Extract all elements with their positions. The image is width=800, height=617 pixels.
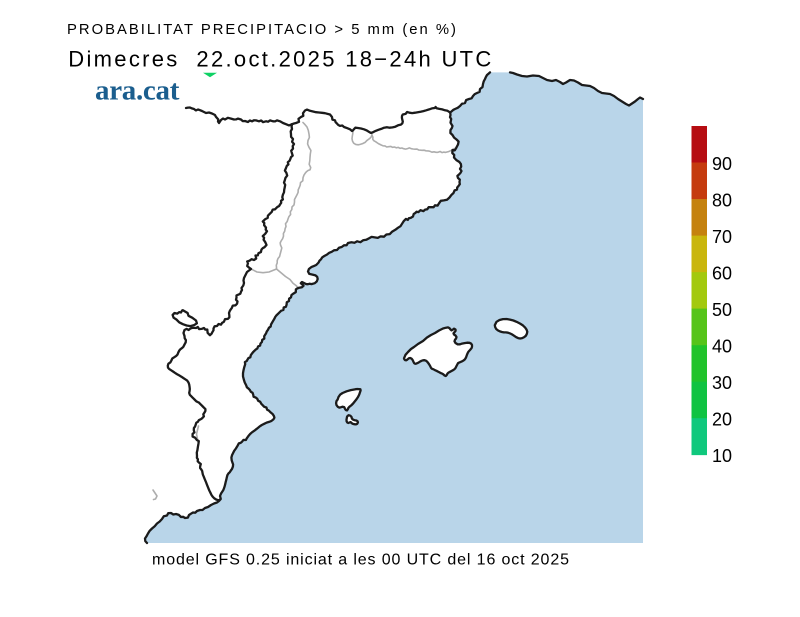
svg-text:ara.cat: ara.cat [95,75,180,107]
svg-text:50: 50 [712,300,732,320]
svg-text:20: 20 [712,410,732,430]
svg-text:60: 60 [712,264,732,284]
svg-text:Dimecres 22.oct.2025 18−24h U: Dimecres 22.oct.2025 18−24h UTC [68,46,491,71]
svg-text:PROBABILITAT PRECIPITACIO > 5: PROBABILITAT PRECIPITACIO > 5 mm (en %) [67,22,456,38]
svg-text:model GFS 0.25 iniciat a les 0: model GFS 0.25 iniciat a les 00 UTC del … [152,552,569,569]
svg-text:30: 30 [712,373,732,393]
svg-text:10: 10 [712,446,732,466]
svg-text:90: 90 [712,154,732,174]
svg-text:80: 80 [712,191,732,211]
svg-text:40: 40 [712,337,732,357]
svg-text:70: 70 [712,227,732,247]
